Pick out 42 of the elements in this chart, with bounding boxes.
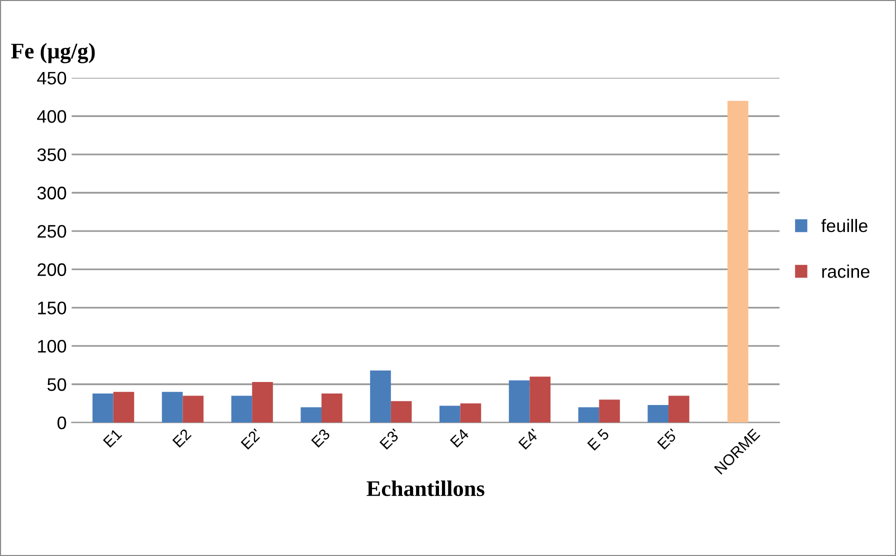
- bar: [182, 396, 204, 423]
- bar: [508, 380, 530, 423]
- bar: [599, 400, 620, 423]
- x-tick-label: E2': [240, 428, 262, 450]
- bar: [530, 376, 551, 423]
- y-tick-label: 100: [38, 340, 66, 353]
- x-tick-label: E2: [172, 428, 192, 448]
- x-tick-label: E4: [450, 428, 470, 448]
- bar: [162, 392, 183, 423]
- bar: [231, 396, 252, 423]
- legend-label: feuille: [821, 218, 868, 232]
- bar: [668, 396, 690, 423]
- bar: [322, 393, 342, 423]
- y-tick-label: 0: [57, 416, 66, 430]
- y-tick-label: 50: [47, 378, 66, 391]
- bar: [460, 403, 482, 423]
- y-tick-label: 350: [37, 148, 66, 162]
- x-tick-label: E1: [102, 428, 122, 448]
- x-tick-label: E3: [311, 428, 331, 448]
- y-axis-title: Fe (µg/g): [11, 42, 95, 64]
- bar: [439, 406, 460, 423]
- x-axis-title: Echantillons: [366, 480, 484, 496]
- x-tick-label: E 5: [587, 428, 610, 451]
- x-tick-label: E5': [657, 428, 678, 450]
- x-tick-label: E3': [379, 428, 401, 450]
- bar: [300, 407, 322, 423]
- bar: [648, 404, 668, 423]
- bar: [370, 370, 391, 423]
- y-tick-label: 450: [37, 72, 66, 85]
- y-tick-label: 400: [37, 110, 66, 123]
- bar: [578, 407, 600, 423]
- bar: [252, 382, 273, 423]
- bar: [727, 100, 748, 423]
- y-tick-label: 300: [37, 186, 66, 200]
- bar: [390, 401, 412, 423]
- bar: [92, 393, 114, 423]
- y-tick-label: 150: [38, 302, 66, 314]
- y-tick-label: 200: [38, 263, 66, 276]
- legend-label: racine: [822, 264, 870, 278]
- y-tick-label: 250: [38, 224, 66, 238]
- x-tick-label: E4': [518, 428, 540, 450]
- bar: [113, 392, 134, 423]
